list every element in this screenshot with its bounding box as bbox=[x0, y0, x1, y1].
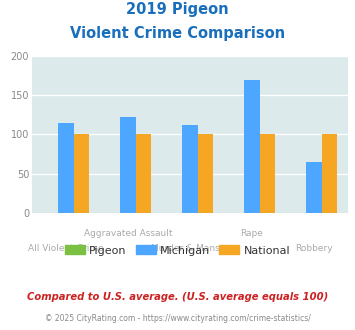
Bar bbox=[260, 135, 275, 213]
Bar bbox=[244, 80, 260, 213]
Text: © 2025 CityRating.com - https://www.cityrating.com/crime-statistics/: © 2025 CityRating.com - https://www.city… bbox=[45, 314, 310, 323]
Text: Murder & Mans...: Murder & Mans... bbox=[151, 244, 229, 253]
Text: 2019 Pigeon: 2019 Pigeon bbox=[126, 2, 229, 16]
Text: Robbery: Robbery bbox=[295, 244, 333, 253]
Bar bbox=[120, 117, 136, 213]
Text: Rape: Rape bbox=[240, 229, 263, 238]
Bar bbox=[58, 123, 74, 213]
Text: Aggravated Assault: Aggravated Assault bbox=[84, 229, 172, 238]
Bar bbox=[198, 135, 213, 213]
Bar bbox=[306, 162, 322, 213]
Bar bbox=[182, 125, 198, 213]
Bar bbox=[322, 135, 337, 213]
Text: Compared to U.S. average. (U.S. average equals 100): Compared to U.S. average. (U.S. average … bbox=[27, 292, 328, 302]
Bar bbox=[136, 135, 151, 213]
Legend: Pigeon, Michigan, National: Pigeon, Michigan, National bbox=[60, 241, 295, 260]
Text: All Violent Crime: All Violent Crime bbox=[28, 244, 104, 253]
Bar bbox=[74, 135, 89, 213]
Text: Violent Crime Comparison: Violent Crime Comparison bbox=[70, 26, 285, 41]
